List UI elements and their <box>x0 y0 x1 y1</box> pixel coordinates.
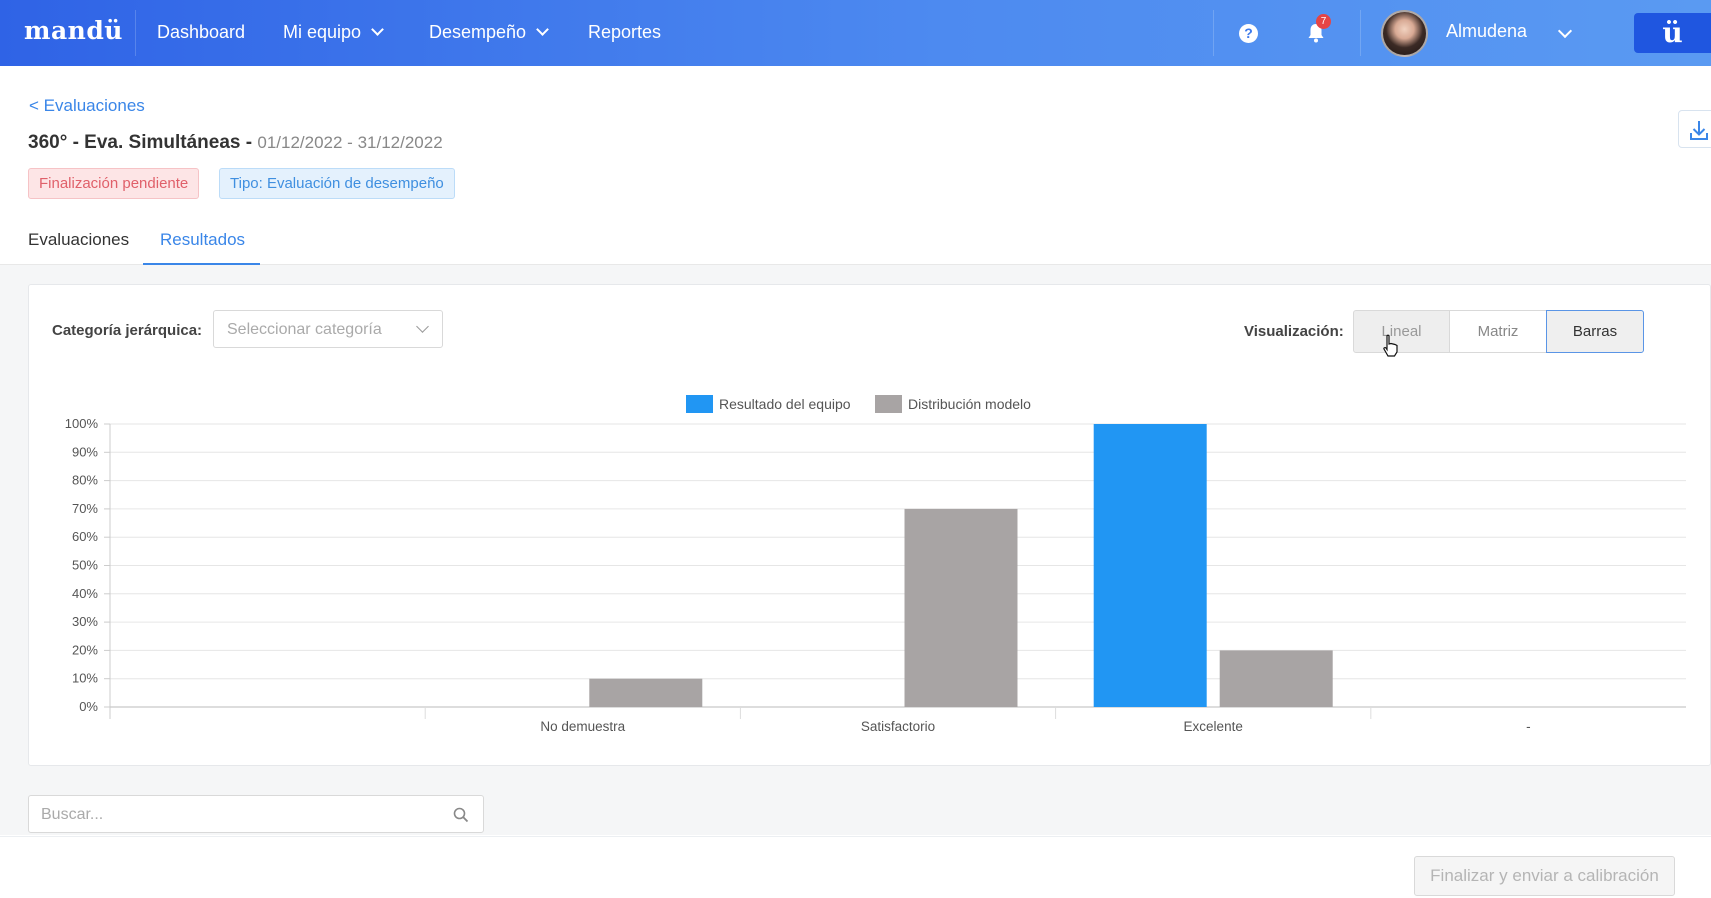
search-box[interactable] <box>28 795 484 833</box>
notification-badge: 7 <box>1316 14 1331 29</box>
y-tick-label: 60% <box>72 529 98 544</box>
nav-mi-equipo-label: Mi equipo <box>283 22 362 42</box>
hand-cursor-icon <box>1383 334 1398 357</box>
legend-label: Resultado del equipo <box>719 396 851 412</box>
status-badge: Finalización pendiente <box>28 168 200 199</box>
viz-option-matriz[interactable]: Matriz <box>1449 310 1547 353</box>
download-icon <box>1690 121 1708 140</box>
y-tick-label: 30% <box>72 614 98 629</box>
category-label: Categoría jerárquica: <box>52 322 203 339</box>
bar-resultado-equipo <box>1093 424 1207 707</box>
y-tick-label: 70% <box>72 501 98 516</box>
nav-desempeno[interactable]: Desempeño <box>429 22 549 43</box>
y-tick-label: 50% <box>72 558 98 573</box>
type-badge: Tipo: Evaluación de desempeño <box>219 168 455 199</box>
finalize-button[interactable]: Finalizar y enviar a calibración <box>1414 856 1675 896</box>
page-title: 360° - Eva. Simultáneas - 01/12/2022 - 3… <box>28 132 443 154</box>
nav-divider <box>1213 10 1214 56</box>
x-tick-label: - <box>1526 719 1531 734</box>
nav-reportes[interactable]: Reportes <box>588 22 662 42</box>
brand-logo[interactable]: mandü <box>24 16 123 45</box>
back-link[interactable]: < Evaluaciones <box>29 96 145 115</box>
legend-label: Distribución modelo <box>908 396 1031 412</box>
x-tick-label: Excelente <box>1184 719 1243 734</box>
tabs-divider <box>0 264 1711 265</box>
nav-mi-equipo[interactable]: Mi equipo <box>283 22 384 43</box>
y-tick-label: 0% <box>79 699 98 714</box>
evaluation-name: 360° - Eva. Simultáneas - <box>28 132 253 153</box>
tab-evaluaciones[interactable]: Evaluaciones <box>28 230 130 249</box>
chevron-down-icon <box>536 23 549 36</box>
viz-option-lineal[interactable]: Lineal <box>1353 310 1450 353</box>
app-button[interactable]: ü <box>1634 13 1711 53</box>
y-tick-label: 10% <box>72 671 98 686</box>
visualization-label: Visualización: <box>1244 323 1344 340</box>
active-tab-indicator <box>143 263 260 265</box>
results-bar-chart: 0% 10% 20% 30% 40% 50% 60% 70% 80% 90% 100% No demu… <box>65 395 1686 734</box>
chevron-down-icon <box>416 320 429 333</box>
bar-distribucion-modelo <box>904 508 1018 707</box>
viz-option-barras[interactable]: Barras <box>1546 310 1644 353</box>
tab-resultados[interactable]: Resultados <box>160 230 246 249</box>
category-select-placeholder: Seleccionar categoría <box>227 321 382 338</box>
y-tick-label: 80% <box>72 473 98 488</box>
chevron-down-icon <box>371 23 384 36</box>
y-tick-label: 90% <box>72 444 98 459</box>
y-tick-label: 100% <box>65 416 99 431</box>
nav-dashboard[interactable]: Dashboard <box>157 22 246 42</box>
search-icon[interactable] <box>453 807 469 823</box>
y-tick-label: 20% <box>72 642 98 657</box>
chevron-down-icon[interactable] <box>1557 23 1573 39</box>
bar-distribucion-modelo <box>1219 650 1333 707</box>
search-input[interactable] <box>41 804 441 826</box>
nav-desempeno-label: Desempeño <box>429 22 527 42</box>
username[interactable]: Almudena <box>1446 21 1528 41</box>
download-button[interactable] <box>1678 110 1711 148</box>
legend-swatch <box>875 395 902 413</box>
top-navbar: mandü Dashboard Mi equipo Desempeño Repo… <box>0 0 1711 66</box>
results-card <box>28 284 1711 766</box>
nav-divider <box>1360 10 1361 56</box>
avatar[interactable] <box>1381 10 1428 57</box>
question-circle-icon[interactable]: ? <box>1239 24 1258 43</box>
legend-swatch <box>686 395 713 413</box>
y-tick-label: 40% <box>72 586 98 601</box>
evaluation-dates: 01/12/2022 - 31/12/2022 <box>257 133 443 152</box>
x-tick-label: No demuestra <box>540 719 625 734</box>
bar-distribucion-modelo <box>589 678 703 707</box>
nav-divider <box>135 10 136 56</box>
category-select[interactable]: Seleccionar categoría <box>213 310 443 348</box>
x-tick-label: Satisfactorio <box>861 719 935 734</box>
